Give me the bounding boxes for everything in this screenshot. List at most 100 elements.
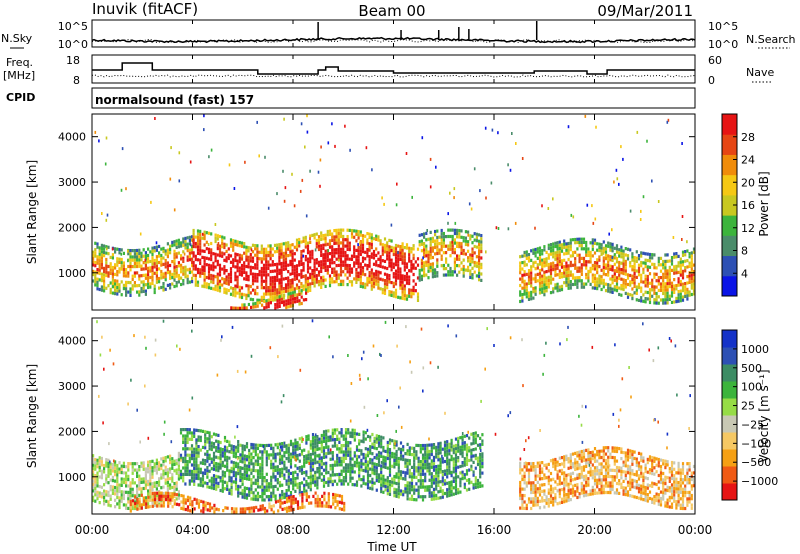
echo-cell [282,242,285,246]
echo-speckle [309,237,311,241]
echo-cell [666,294,669,299]
echo-cell [149,485,152,489]
echo-cell [175,252,178,256]
echo-cell [410,259,413,264]
echo-cell [100,263,103,267]
echo-cell [278,480,282,485]
echo-cell [554,286,557,290]
echo-cell [377,264,380,268]
echo-cell [662,285,665,289]
echo-cell [456,254,459,258]
echo-cell [688,255,691,259]
y-tick-label: 1000 [58,267,86,280]
echo-speckle [515,142,517,145]
echo-cell [269,285,272,290]
echo-cell [399,245,402,249]
echo-cell [186,440,189,444]
echo-cell [210,257,213,262]
echo-cell [443,472,447,476]
echo-cell [633,291,636,295]
echo-speckle [178,179,181,183]
echo-cell [392,284,395,289]
echo-cell [251,256,255,260]
echo-cell [534,273,537,277]
echo-cell [179,453,183,457]
echo-cell [377,441,381,445]
echo-cell [369,451,372,455]
echo-cell [666,259,669,263]
echo-cell [304,283,307,287]
echo-cell [361,246,365,251]
echo-cell [316,483,319,487]
echo-cell [377,457,381,461]
echo-cell [122,471,125,475]
echo-cell [210,251,213,255]
echo-cell [457,456,460,460]
echo-cell [103,499,106,503]
echo-cell [111,491,114,495]
echo-cell [98,287,101,292]
echo-cell [635,250,638,254]
echo-cell [473,264,476,268]
echo-cell [328,242,332,246]
echo-cell [249,291,252,295]
echo-speckle [484,126,487,130]
echo-cell [217,449,220,453]
echo-cell [406,484,409,488]
echo-speckle [104,162,107,166]
echo-cell [269,253,272,258]
echo-cell [100,495,103,499]
echo-cell [241,460,244,464]
echo-cell [100,247,103,251]
echo-cell [410,481,414,485]
echo-cell [322,468,326,472]
echo-cell [125,465,128,469]
echo-cell [192,232,195,236]
echo-cell [265,463,268,467]
echo-cell [416,276,420,280]
echo-cell [256,494,260,499]
echo-cell [380,486,383,490]
echo-cell [280,300,283,305]
echo-cell [105,261,108,265]
echo-cell [549,291,553,295]
echo-cell [541,265,544,269]
echo-cell [320,276,323,280]
echo-cell [281,474,284,478]
echo-cell [292,487,295,491]
echo-cell [204,471,207,475]
echo-cell [631,277,634,281]
echo-cell [357,249,360,253]
echo-cell [291,243,294,247]
echo-cell [250,484,253,488]
echo-cell [604,263,608,267]
echo-cell [256,485,260,489]
echo-cell [624,285,627,289]
echo-cell [362,430,365,434]
echo-cell [622,249,625,253]
echo-cell [408,288,411,292]
echo-cell [136,484,139,488]
echo-cell [100,259,103,263]
echo-cell [394,282,398,286]
echo-cell [543,283,546,287]
echo-cell [129,481,132,485]
echo-cell [344,263,347,267]
echo-cell [437,496,440,500]
echo-cell [424,453,427,457]
echo-cell [392,265,395,269]
echo-cell [388,489,392,493]
echo-speckle [169,177,172,181]
echo-cell [188,460,191,464]
echo-cell [532,261,535,265]
echo-cell [94,241,97,245]
echo-cell [186,447,189,451]
echo-cell [294,448,297,452]
echo-cell [333,460,337,464]
echo-cell [333,229,336,233]
echo-cell [679,267,682,271]
echo-cell [322,439,326,443]
echo-cell [280,293,283,298]
echo-cell [554,244,557,249]
echo-cell [452,447,455,451]
